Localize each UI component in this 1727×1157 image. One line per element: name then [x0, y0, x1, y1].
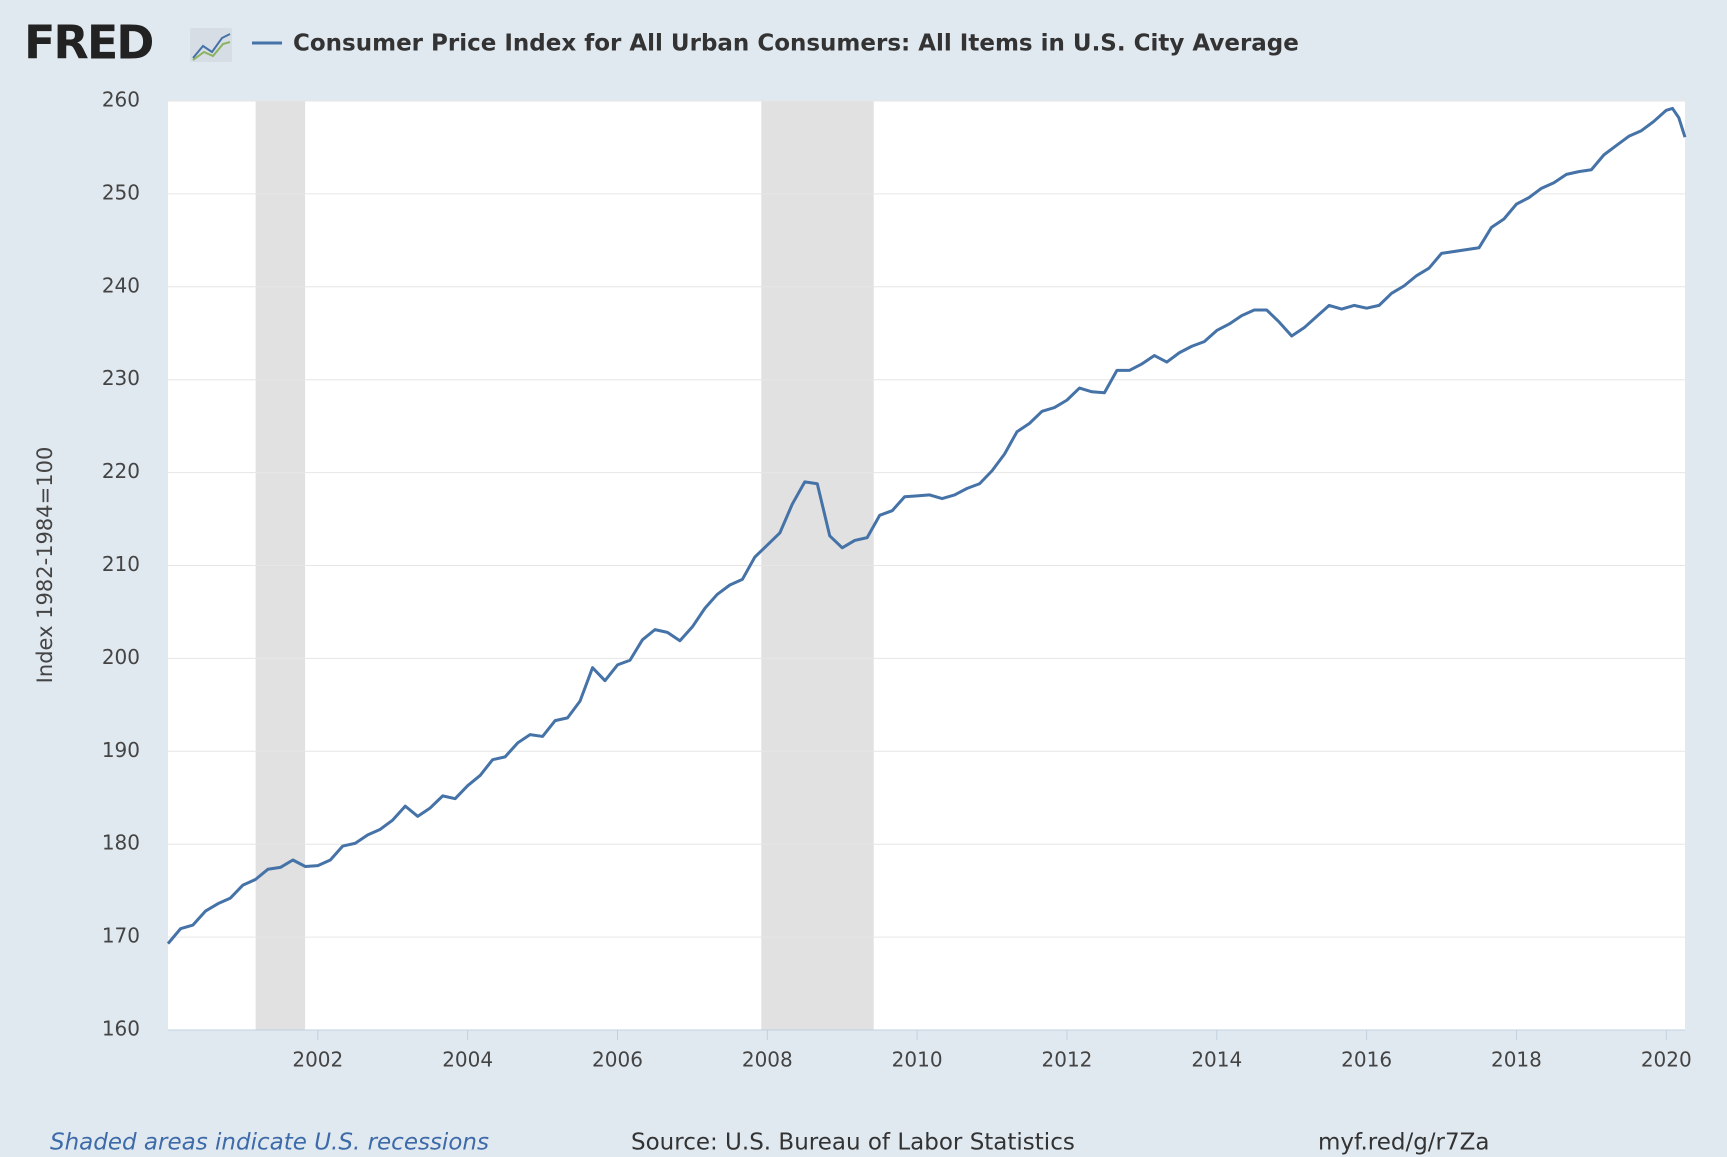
x-tick-label: 2008 — [742, 1048, 793, 1072]
x-tick-label: 2010 — [892, 1048, 943, 1072]
x-tick-label: 2014 — [1191, 1048, 1242, 1072]
x-tick-label: 2018 — [1491, 1048, 1542, 1072]
x-tick-label: 2006 — [592, 1048, 643, 1072]
y-tick-label: 210 — [102, 552, 140, 576]
y-axis-label: Index 1982-1984=100 — [33, 447, 57, 684]
y-tick-label: 180 — [102, 831, 140, 855]
y-tick-label: 260 — [102, 88, 140, 112]
data-line — [166, 106, 1687, 945]
y-tick-label: 250 — [102, 180, 140, 204]
x-tick-label: 2012 — [1042, 1048, 1093, 1072]
x-tick-label: 2016 — [1341, 1048, 1392, 1072]
y-tick-label: 200 — [102, 645, 140, 669]
y-tick-label: 190 — [102, 738, 140, 762]
legend-label: Consumer Price Index for All Urban Consu… — [293, 31, 1299, 57]
source: Source: U.S. Bureau of Labor Statistics — [631, 1130, 1075, 1156]
y-tick-label: 170 — [102, 924, 140, 948]
x-tick-label: 2004 — [442, 1048, 493, 1072]
recession-note[interactable]: Shaded areas indicate U.S. recessions — [50, 1130, 489, 1156]
y-tick-label: 220 — [102, 459, 140, 483]
x-tick-label: 2020 — [1641, 1048, 1692, 1072]
x-tick-label: 2002 — [292, 1048, 343, 1072]
y-tick-label: 230 — [102, 366, 140, 390]
y-tick-label: 160 — [102, 1017, 140, 1041]
logo-icon — [190, 28, 232, 62]
logo: FRED — [24, 16, 152, 70]
y-tick-label: 240 — [102, 273, 140, 297]
short-link[interactable]: myf.red/g/r7Za — [1318, 1130, 1490, 1156]
